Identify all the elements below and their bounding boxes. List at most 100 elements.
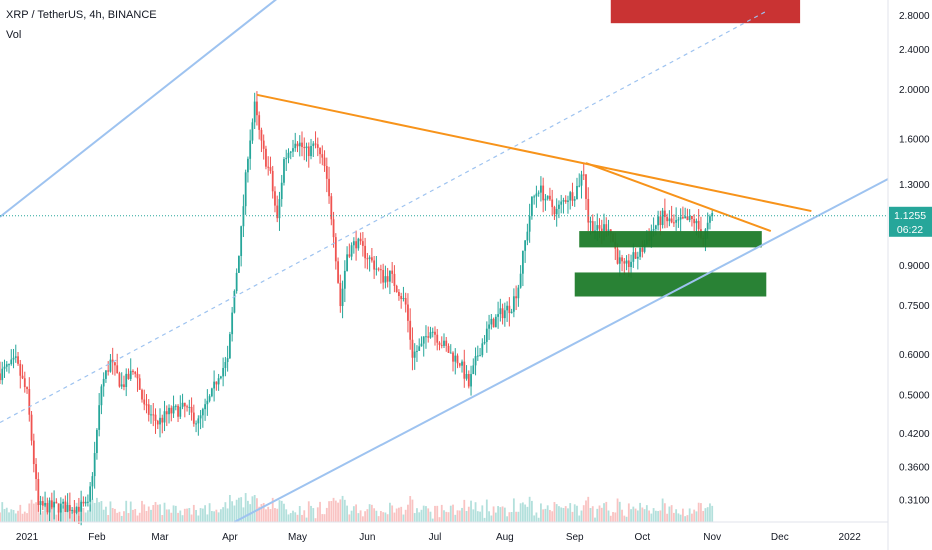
volume-bar xyxy=(46,512,49,522)
volume-bar xyxy=(501,506,504,522)
candle-body xyxy=(174,405,177,407)
y-tick-label: 2.4000 xyxy=(899,45,930,56)
volume-bar xyxy=(413,513,416,522)
volume-bar xyxy=(429,511,432,522)
candle-body xyxy=(240,226,243,257)
candle-body xyxy=(585,174,587,199)
candle-body xyxy=(105,370,107,379)
candle-body xyxy=(623,261,626,264)
volume-bar xyxy=(416,508,418,522)
volume-bar xyxy=(5,507,8,522)
candle-body xyxy=(341,288,344,307)
volume-bar xyxy=(490,515,493,522)
volume-bar xyxy=(136,515,139,522)
volume-bar xyxy=(305,517,308,522)
volume-bar xyxy=(366,509,369,522)
price-axis[interactable]: 2.8000 2.4000 2.0000 1.6000 1.3000 0.9000 0.75… xyxy=(899,11,930,506)
volume-bar xyxy=(598,505,601,522)
volume-bar xyxy=(325,507,328,522)
candle-body xyxy=(373,260,376,270)
volume-bar xyxy=(91,499,94,522)
volume-bar xyxy=(82,507,85,522)
candle-body xyxy=(695,220,698,224)
y-tick-label: 1.6000 xyxy=(899,134,930,145)
volume-bar xyxy=(483,517,486,522)
candle-body xyxy=(346,254,348,271)
volume-bar xyxy=(551,511,554,522)
candle-body xyxy=(503,310,506,319)
candle-body xyxy=(497,314,499,317)
volume-bar xyxy=(105,506,107,522)
candle-body xyxy=(616,248,619,264)
volume-bar xyxy=(12,509,15,522)
volume-bar xyxy=(228,494,231,522)
volume-bar xyxy=(109,501,112,522)
candle-body xyxy=(100,386,103,406)
volume-bar xyxy=(100,501,103,522)
volume-bar xyxy=(632,506,635,522)
candle-body xyxy=(80,501,83,512)
candle-body xyxy=(553,207,556,215)
candle-body xyxy=(28,389,31,415)
candle-body xyxy=(35,464,37,480)
volume-bar xyxy=(111,508,114,522)
candle-body xyxy=(641,248,644,252)
candle-body xyxy=(449,352,452,354)
candle-body xyxy=(23,378,26,388)
volume-bar xyxy=(447,512,450,522)
candlesticks xyxy=(0,91,714,526)
volume-bar xyxy=(145,510,148,522)
volume-bar xyxy=(587,496,590,522)
trend-long-line xyxy=(256,93,812,213)
candle-body xyxy=(32,440,35,465)
candle-body xyxy=(632,252,635,262)
candle-body xyxy=(659,216,662,226)
volume-bar xyxy=(195,509,197,522)
candle-body xyxy=(136,373,139,379)
volume-bar xyxy=(319,501,321,522)
candle-body xyxy=(53,501,55,508)
candle-body xyxy=(278,199,281,219)
candle-body xyxy=(138,378,141,390)
candle-body xyxy=(231,312,234,335)
candle-body xyxy=(560,201,563,205)
candle-body xyxy=(256,101,258,116)
symbol-title[interactable]: XRP / TetherUS, 4h, BINANCE xyxy=(6,9,157,21)
candle-body xyxy=(298,142,301,147)
volume-bar xyxy=(192,504,195,522)
volume-bar xyxy=(17,510,19,522)
candle-body xyxy=(219,376,222,379)
volume-bar xyxy=(253,494,256,522)
volume-bar xyxy=(697,502,700,522)
candle-body xyxy=(199,415,202,419)
candle-body xyxy=(384,276,387,283)
volume-bar xyxy=(503,507,506,522)
candle-body xyxy=(467,374,470,387)
candle-body xyxy=(422,336,425,344)
candle-body xyxy=(71,509,74,511)
volume-bar xyxy=(201,508,204,522)
candle-body xyxy=(161,417,164,423)
candle-body xyxy=(684,216,687,219)
volume-bar xyxy=(141,500,143,522)
time-axis[interactable]: 2021 Feb Mar Apr May Jun Jul Aug Sep Oct Nov Dec 202… xyxy=(0,521,888,543)
volume-bar xyxy=(3,508,6,522)
x-tick-label: Mar xyxy=(151,532,169,543)
volume-indicator-label[interactable]: Vol xyxy=(6,29,22,41)
candle-body xyxy=(14,356,17,358)
volume-bar xyxy=(409,496,412,522)
candle-body xyxy=(64,501,67,512)
candle-body xyxy=(591,221,594,233)
volume-bar xyxy=(549,509,551,522)
candle-body xyxy=(639,248,641,257)
candle-body xyxy=(598,225,601,229)
candle-body xyxy=(253,101,256,123)
volume-bar xyxy=(296,514,299,522)
volume-bar xyxy=(19,504,22,522)
volume-bar xyxy=(668,506,671,522)
candle-body xyxy=(251,122,254,141)
volume-bar xyxy=(231,501,234,522)
volume-bar xyxy=(411,499,414,522)
candle-body xyxy=(44,502,46,506)
